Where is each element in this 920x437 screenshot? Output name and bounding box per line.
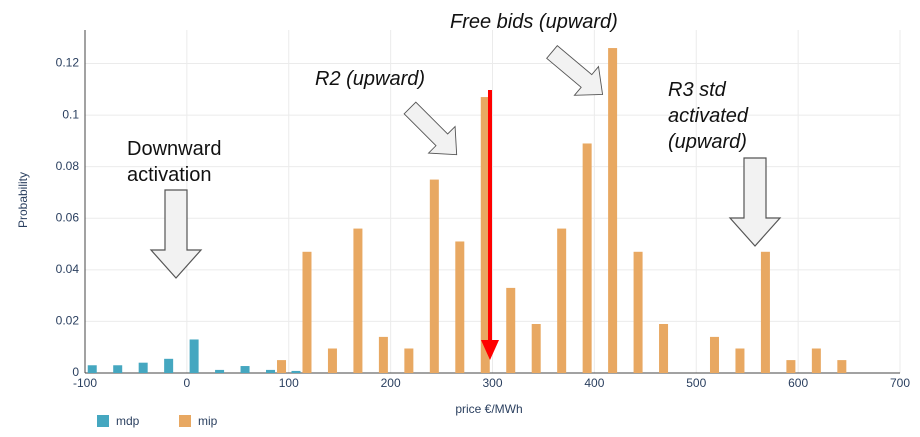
bar: [531, 324, 541, 373]
x-tick-label: -100: [73, 376, 97, 390]
bar: [138, 362, 148, 373]
bar: [164, 358, 174, 373]
bar: [709, 336, 719, 373]
bar: [659, 324, 669, 373]
bar: [189, 339, 199, 373]
x-tick-label: 0: [184, 376, 191, 390]
bar: [455, 241, 465, 373]
y-axis-title: Probability: [16, 172, 30, 228]
y-tick-label: 0: [72, 365, 79, 379]
annotation: activation: [127, 164, 212, 186]
annotation: R3 std: [668, 79, 727, 101]
x-tick-label: 200: [381, 376, 401, 390]
bar: [811, 348, 821, 373]
bar: [113, 365, 123, 373]
bar: [760, 251, 770, 373]
bar: [277, 360, 287, 373]
callout-arrow: [149, 189, 203, 279]
bar: [429, 179, 439, 373]
legend-swatch: [179, 415, 191, 427]
bar: [608, 48, 618, 373]
callout-arrow: [546, 45, 604, 96]
y-tick-label: 0.06: [56, 210, 80, 224]
bar: [735, 348, 745, 373]
annotation: Free bids (upward): [450, 11, 618, 33]
red-arrow-head: [481, 340, 499, 360]
bar: [837, 360, 847, 373]
callout-arrow: [403, 101, 458, 156]
bar: [327, 348, 337, 373]
bar: [215, 369, 225, 373]
bar: [378, 336, 388, 373]
x-tick-label: 100: [279, 376, 299, 390]
annotation: activated: [668, 105, 749, 127]
x-tick-label: 700: [890, 376, 910, 390]
x-tick-label: 300: [482, 376, 502, 390]
x-tick-label: 500: [686, 376, 706, 390]
annotation: R2 (upward): [315, 68, 425, 90]
y-tick-label: 0.1: [62, 107, 79, 121]
callout-arrow: [728, 157, 782, 247]
annotations: Free bids (upward) R2 (upward) Downward act…: [127, 11, 749, 186]
bar: [353, 228, 363, 373]
legend: mdp mip: [97, 414, 218, 428]
x-axis-title: price €/MWh: [455, 402, 522, 416]
bar: [404, 348, 414, 373]
bar: [302, 251, 312, 373]
y-tick-label: 0.02: [56, 314, 80, 328]
y-tick-label: 0.12: [56, 56, 80, 70]
bar: [633, 251, 643, 373]
legend-label: mdp: [116, 414, 140, 428]
x-tick-label: 400: [584, 376, 604, 390]
legend-swatch: [97, 415, 109, 427]
bar: [266, 369, 276, 373]
bars: [87, 48, 847, 373]
legend-label: mip: [198, 414, 218, 428]
bar: [480, 97, 490, 373]
x-tick-label: 600: [788, 376, 808, 390]
annotation: (upward): [668, 131, 747, 153]
bar: [786, 360, 796, 373]
bar: [87, 365, 97, 373]
bar: [291, 370, 301, 373]
bar: [240, 366, 250, 373]
bar: [506, 287, 516, 373]
callouts: [149, 45, 782, 360]
bar: [582, 143, 592, 373]
bar: [557, 228, 567, 373]
annotation: Downward: [127, 138, 221, 160]
y-tick-label: 0.08: [56, 159, 80, 173]
y-tick-label: 0.04: [56, 262, 80, 276]
